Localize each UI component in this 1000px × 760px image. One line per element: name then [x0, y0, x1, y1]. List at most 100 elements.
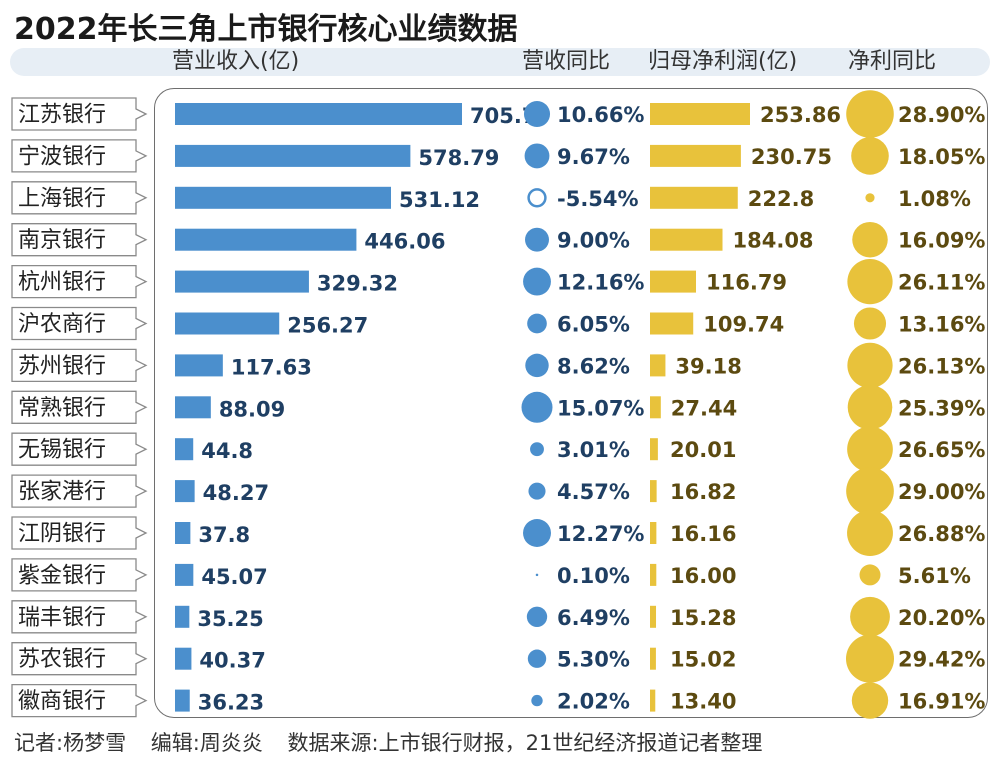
revenue-yoy-bubble [523, 100, 551, 128]
net-profit-bar [650, 563, 657, 586]
revenue-bar [175, 312, 280, 335]
profit-yoy-bubble [851, 137, 889, 175]
category-label-box [11, 348, 148, 383]
category-label: 无锡银行 [18, 438, 106, 463]
category-label: 常熟银行 [18, 396, 106, 421]
revenue-bar [175, 144, 411, 167]
profit-yoy-label: 26.13% [898, 354, 985, 378]
profit-yoy-label: 26.11% [898, 271, 985, 295]
revenue-value-label: 446.06 [364, 230, 445, 254]
revenue-value-label: 40.37 [199, 649, 265, 673]
revenue-value-label: 256.27 [287, 314, 368, 338]
profit-yoy-bubble [851, 682, 889, 719]
revenue-yoy-bubble [521, 391, 553, 423]
footer-reporter: 记者:杨梦雪 [14, 731, 127, 755]
profit-yoy-label: 1.08% [898, 187, 971, 211]
chart-title: 2022年长三角上市银行核心业绩数据 [14, 12, 518, 47]
category-label: 江阴银行 [18, 522, 106, 547]
revenue-yoy-bubble [523, 519, 551, 547]
profit-yoy-bubble [853, 307, 887, 340]
category-label: 苏州银行 [18, 354, 106, 379]
revenue-value-label: 44.8 [201, 439, 253, 463]
revenue-bar [175, 480, 195, 503]
net-profit-value-label: 27.44 [671, 396, 737, 420]
revenue-yoy-label: 4.57% [557, 480, 630, 504]
profit-yoy-bubble [846, 90, 894, 138]
category-label-box [11, 432, 148, 466]
header-revenue: 营业收入(亿) [172, 49, 300, 74]
net-profit-value-label: 13.40 [670, 690, 736, 714]
revenue-yoy-label: 0.10% [557, 564, 630, 588]
net-profit-bar [650, 480, 657, 503]
net-profit-value-label: 230.75 [751, 145, 832, 169]
revenue-yoy-bubble [523, 267, 551, 296]
header-bar [10, 48, 990, 76]
revenue-yoy-label: 6.49% [557, 606, 630, 630]
net-profit-bar [650, 522, 657, 544]
net-profit-value-label: 39.18 [675, 354, 741, 378]
revenue-bar [175, 438, 194, 461]
revenue-yoy-label: 2.02% [557, 690, 630, 714]
net-profit-value-label: 15.28 [670, 606, 736, 630]
category-label-box [11, 600, 148, 634]
profit-yoy-bubble [847, 258, 893, 305]
category-label: 沪农商行 [18, 312, 106, 337]
revenue-yoy-label: 9.67% [557, 145, 630, 169]
profit-yoy-bubble [859, 564, 881, 586]
revenue-yoy-bubble [527, 313, 547, 334]
revenue-yoy-label: 12.16% [557, 271, 644, 295]
revenue-yoy-bubble [525, 227, 549, 252]
profit-yoy-label: 29.42% [898, 648, 985, 672]
category-label: 苏农银行 [18, 647, 106, 672]
footer: 记者:杨梦雪 编辑:周炎炎 数据来源:上市银行财报，21世纪经济报道记者整理 [14, 727, 780, 757]
revenue-yoy-bubble [524, 143, 550, 169]
profit-yoy-label: 13.16% [898, 313, 985, 337]
category-label: 杭州银行 [18, 270, 106, 295]
revenue-value-label: 117.63 [231, 355, 312, 379]
revenue-yoy-label: 3.01% [557, 438, 630, 462]
revenue-value-label: 45.07 [201, 565, 267, 589]
category-label-box [11, 474, 148, 508]
revenue-value-label: 329.32 [317, 272, 398, 296]
revenue-bar [175, 647, 192, 670]
revenue-value-label: 36.23 [198, 691, 264, 715]
footer-source: 数据来源:上市银行财报，21世纪经济报道记者整理 [287, 731, 763, 755]
profit-yoy-bubble [850, 596, 890, 637]
category-label: 宁波银行 [18, 144, 106, 169]
net-profit-bar [650, 312, 694, 335]
revenue-bar [175, 228, 357, 251]
revenue-yoy-label: 5.30% [557, 648, 630, 672]
revenue-bar [175, 605, 190, 628]
revenue-bar [175, 689, 190, 712]
profit-yoy-label: 28.90% [898, 103, 985, 127]
revenue-yoy-bubble [535, 573, 539, 577]
net-profit-value-label: 222.8 [748, 187, 814, 211]
revenue-bar [175, 186, 392, 209]
profit-yoy-label: 16.09% [898, 229, 985, 253]
category-label: 南京银行 [18, 228, 106, 253]
revenue-value-label: 88.09 [219, 397, 285, 421]
category-label-box [11, 558, 148, 592]
net-profit-value-label: 109.74 [703, 313, 784, 337]
revenue-yoy-label: 8.62% [557, 354, 630, 378]
net-profit-value-label: 184.08 [733, 229, 814, 253]
category-label-box [11, 139, 148, 173]
revenue-yoy-label: 12.27% [557, 522, 644, 546]
profit-yoy-bubble [847, 510, 893, 556]
net-profit-bar [650, 228, 723, 251]
revenue-yoy-label: 10.66% [557, 103, 644, 127]
category-label-box [11, 683, 148, 718]
revenue-yoy-label: 15.07% [557, 396, 644, 420]
revenue-yoy-bubble [527, 188, 547, 208]
profit-yoy-bubble [847, 342, 893, 389]
revenue-bar [175, 563, 194, 586]
revenue-bar [175, 522, 191, 544]
revenue-bar [175, 103, 462, 125]
net-profit-value-label: 16.00 [670, 564, 736, 588]
category-label: 瑞丰银行 [18, 605, 106, 630]
profit-yoy-bubble [847, 426, 893, 473]
category-label-box [11, 390, 148, 424]
net-profit-bar [650, 103, 750, 125]
category-label-box [11, 306, 148, 341]
